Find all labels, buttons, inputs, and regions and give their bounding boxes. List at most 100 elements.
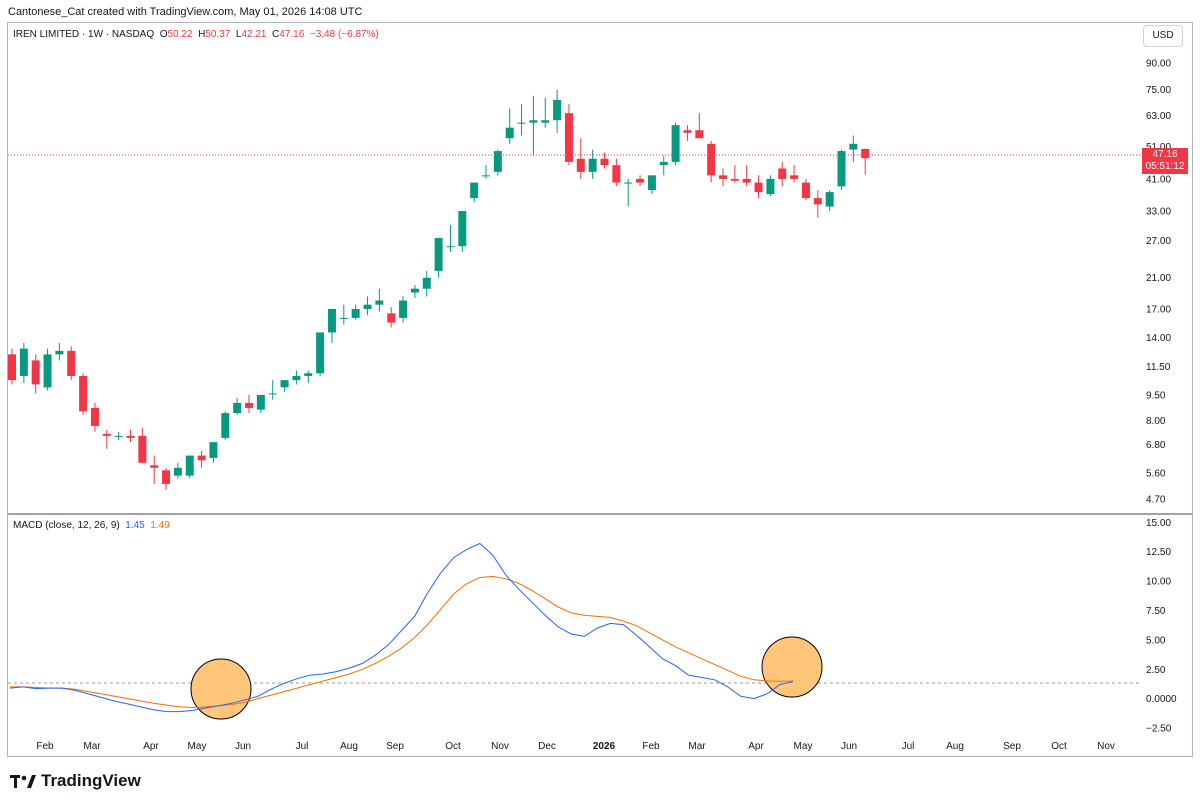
candle-body: [434, 237, 443, 271]
macd-title[interactable]: MACD (close, 12, 26, 9): [13, 520, 120, 531]
candle-body: [647, 175, 656, 191]
candle-body: [636, 178, 645, 183]
macd-line: [9, 542, 794, 713]
price-tick-label: 6.80: [1146, 440, 1166, 451]
macd-tick-label: 12.50: [1146, 547, 1171, 558]
time-axis-label: Apr: [748, 741, 764, 752]
candle-body: [55, 350, 64, 355]
brand-name: TradingView: [41, 771, 141, 790]
signal-value: 1.49: [150, 520, 170, 531]
price-tick-label: 8.00: [1146, 416, 1166, 427]
candle-body: [778, 168, 787, 179]
price-tick-label: 41.00: [1146, 174, 1171, 185]
time-axis-label: Oct: [1051, 741, 1067, 752]
candle-body: [375, 300, 384, 305]
tradingview-logo-icon: [10, 773, 36, 789]
macd-axis: 15.00 12.50 10.00 7.50 5.00 2.50 0.0000 −2.50: [1146, 518, 1177, 735]
bar-countdown: 05:51:12: [1145, 161, 1185, 172]
candle-body: [138, 435, 147, 463]
symbol-label[interactable]: IREN LIMITED · 1W · NASDAQ: [13, 29, 155, 40]
candle-body: [612, 165, 621, 183]
time-axis-label: May: [188, 741, 207, 752]
candle-body: [327, 308, 336, 333]
price-tick-label: 90.00: [1146, 58, 1171, 69]
time-axis-label: May: [794, 741, 813, 752]
candle-body: [339, 317, 348, 319]
candle-body: [150, 465, 159, 468]
time-axis-label: Aug: [340, 741, 358, 752]
chart-frame: [7, 22, 1193, 757]
candles: [8, 89, 870, 490]
candle-body: [304, 373, 313, 376]
candle-body: [707, 143, 716, 176]
candle-body: [790, 175, 799, 179]
candle-body: [67, 350, 76, 376]
candle-body: [576, 158, 585, 172]
candle-body: [268, 393, 277, 395]
signal-line: [10, 575, 794, 709]
candle-body: [363, 304, 372, 309]
candle-body: [754, 182, 763, 193]
open-value: 50.22: [167, 29, 193, 40]
time-axis: Feb Mar Apr May Jun Jul Aug Sep Oct Nov Dec 2026 Feb…: [36, 741, 1115, 752]
candle-body: [505, 127, 514, 139]
candle-body: [553, 99, 562, 121]
price-tick-label: 17.00: [1146, 304, 1171, 315]
candle-body: [801, 182, 810, 199]
highlight-circle-crossover-2: [761, 636, 823, 698]
candle-body: [233, 402, 242, 414]
candle-body: [351, 308, 360, 318]
candle-body: [517, 122, 526, 124]
time-axis-label: Mar: [83, 741, 101, 752]
candle-body: [197, 455, 206, 461]
time-axis-label: Oct: [445, 741, 461, 752]
candle-body: [209, 442, 218, 458]
candle-body: [8, 354, 16, 381]
candle-body: [79, 375, 88, 412]
macd-tick-label: 5.00: [1146, 635, 1166, 646]
candle-body: [766, 178, 775, 195]
close-value: 47.16: [279, 29, 305, 40]
time-axis-label: Mar: [688, 741, 706, 752]
candle-body: [730, 178, 739, 181]
high-label: H: [198, 29, 206, 40]
macd-tick-label: 15.00: [1146, 518, 1171, 529]
macd-legend: MACD (close, 12, 26, 9) 1.45 1.49: [13, 520, 170, 531]
candle-body: [292, 375, 301, 381]
candle-body: [695, 130, 704, 139]
candle-body: [588, 158, 597, 172]
time-axis-label: Jul: [296, 741, 309, 752]
candle-body: [410, 288, 419, 293]
candle-body: [221, 413, 230, 438]
candle-body: [280, 380, 289, 388]
tradingview-brand[interactable]: TradingView: [10, 771, 141, 791]
last-price-tag: 47.16 05:51:12: [1142, 148, 1188, 174]
macd-tick-label: 10.00: [1146, 577, 1171, 588]
candle-body: [624, 182, 633, 184]
candle-body: [102, 433, 111, 436]
candle-body: [43, 354, 52, 388]
candle-body: [493, 151, 502, 172]
candle-body: [861, 148, 870, 159]
time-axis-label: Nov: [491, 741, 509, 752]
candle-body: [387, 313, 396, 323]
price-tick-label: 4.70: [1146, 494, 1166, 505]
candle-body: [458, 210, 467, 247]
time-axis-label: 2026: [593, 741, 616, 752]
time-axis-label: Feb: [36, 741, 54, 752]
macd-tick-label: −2.50: [1146, 724, 1172, 735]
currency-button[interactable]: USD: [1143, 25, 1183, 47]
candle-body: [600, 158, 609, 166]
price-tick-label: 5.60: [1146, 468, 1166, 479]
candle-body: [470, 182, 479, 199]
time-axis-label: Sep: [1003, 741, 1021, 752]
last-price-value: 47.16: [1152, 149, 1178, 160]
change-value: −3.48 (−6.87%): [309, 29, 379, 40]
time-axis-label: Aug: [946, 741, 964, 752]
candle-body: [399, 300, 408, 318]
candle-body: [162, 470, 171, 484]
price-tick-label: 21.00: [1146, 273, 1171, 284]
symbol-legend: IREN LIMITED · 1W · NASDAQ O50.22 H50.37…: [13, 29, 379, 40]
macd-tick-label: 7.50: [1146, 606, 1166, 617]
